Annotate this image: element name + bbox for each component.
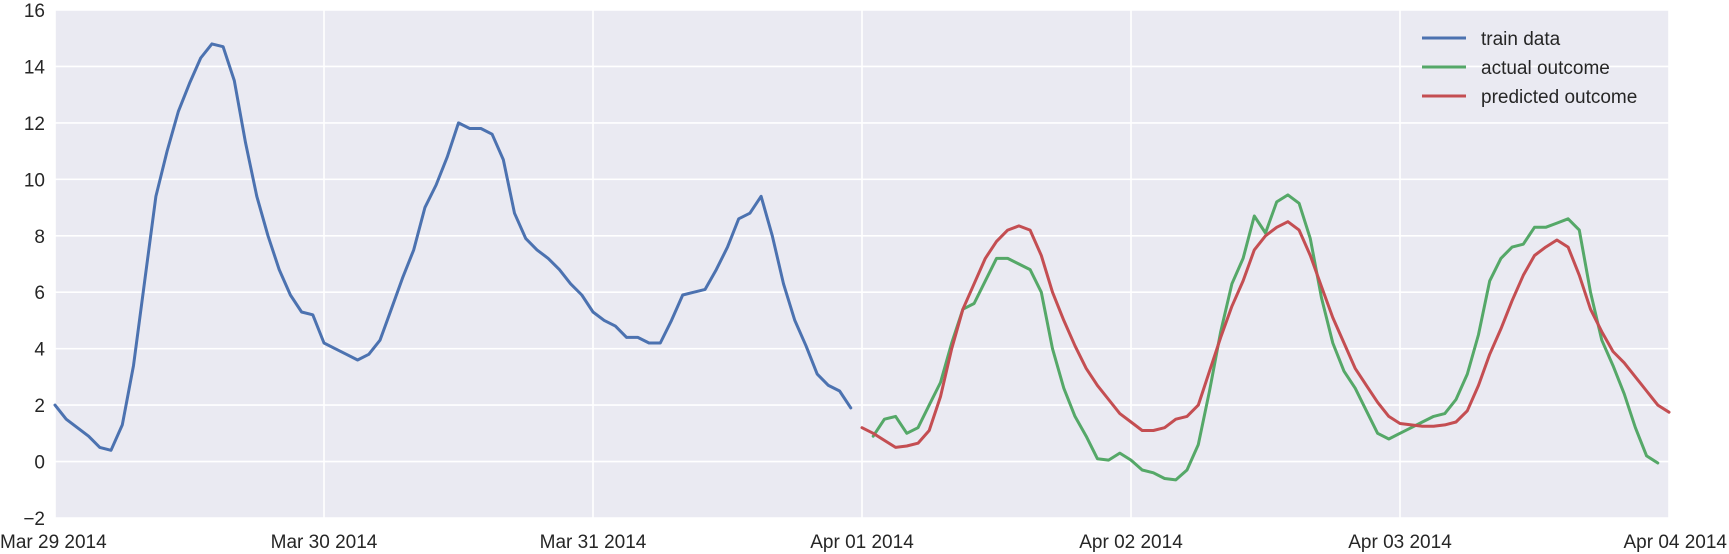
- y-tick-label: 4: [34, 340, 45, 361]
- y-tick-label: 6: [34, 283, 45, 304]
- x-tick-label: Apr 03 2014: [1348, 532, 1452, 553]
- legend: train data actual outcome predicted outcom…: [1422, 29, 1637, 108]
- x-tick-label: Mar 29 2014: [0, 532, 107, 553]
- y-tick-label: 14: [24, 57, 46, 78]
- series-line-actual-outcome: [871, 193, 1660, 482]
- x-tick-label: Apr 02 2014: [1079, 532, 1183, 553]
- series-lines: [53, 42, 1671, 482]
- y-tick-label: 10: [24, 170, 45, 191]
- legend-label: train data: [1481, 29, 1561, 50]
- x-tick-label: Apr 04 2014: [1623, 532, 1727, 553]
- x-axis-tick-labels: Mar 29 2014 Mar 30 2014 Mar 31 2014 Apr 01 …: [0, 532, 1727, 553]
- y-tick-label: 2: [34, 396, 45, 417]
- series-line-train-data: [53, 42, 853, 452]
- grid-lines: [54, 9, 1670, 519]
- x-tick-label: Apr 01 2014: [810, 532, 914, 553]
- y-tick-label: −2: [23, 509, 45, 530]
- y-axis-tick-labels: −2 0 2 4 6 8 10 12 14 16: [23, 1, 45, 530]
- series-line-predicted-outcome: [860, 220, 1671, 449]
- x-tick-label: Mar 30 2014: [271, 532, 378, 553]
- y-tick-label: 12: [24, 114, 45, 135]
- legend-label: actual outcome: [1481, 58, 1610, 79]
- y-tick-label: 16: [24, 1, 45, 22]
- legend-label: predicted outcome: [1481, 87, 1637, 108]
- y-tick-label: 8: [34, 227, 45, 248]
- x-tick-label: Mar 31 2014: [540, 532, 647, 553]
- y-tick-label: 0: [34, 453, 45, 474]
